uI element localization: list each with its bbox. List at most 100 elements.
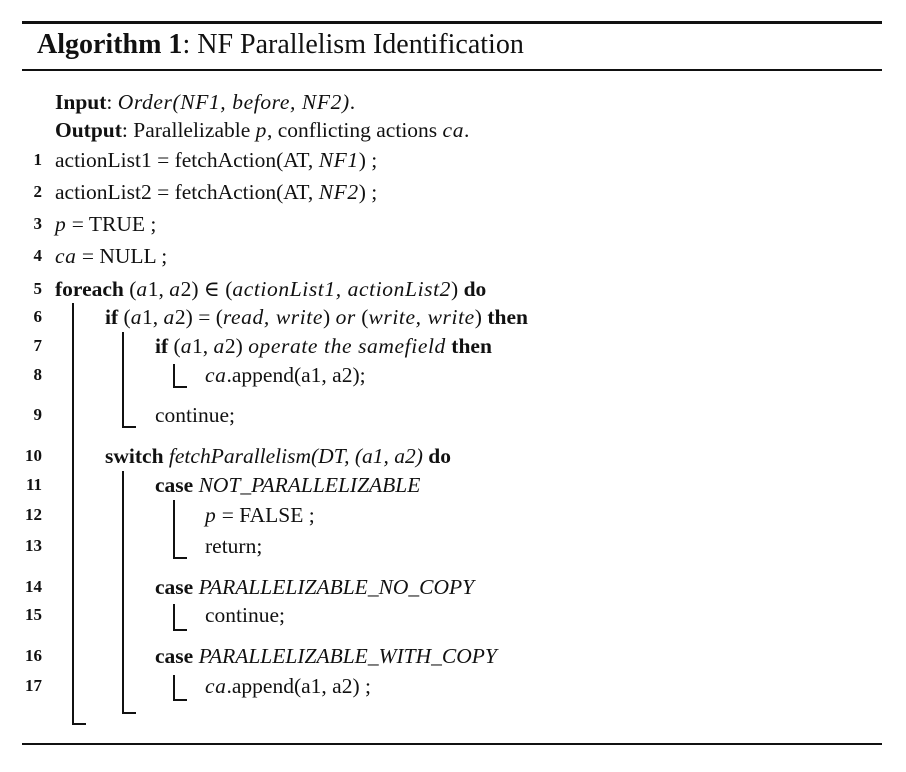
keyword-case: case bbox=[155, 473, 194, 497]
case3-block-bar bbox=[173, 675, 175, 701]
case1-block-end bbox=[173, 557, 187, 559]
line-italic: fetchParallelism(DT, (a1, a2) bbox=[168, 444, 423, 468]
line-text: actionList2 = fetchAction(AT, bbox=[55, 180, 319, 204]
keyword-case: case bbox=[155, 644, 194, 668]
input-separator: : bbox=[106, 90, 118, 114]
line-number: 4 bbox=[33, 246, 43, 265]
keyword-if: if bbox=[155, 334, 169, 358]
line-math: p bbox=[55, 212, 67, 236]
case1-block-bar bbox=[173, 500, 175, 559]
output-text-b: , conflicting actions bbox=[267, 118, 443, 142]
caption-separator: : bbox=[182, 29, 191, 60]
output-text-c: . bbox=[464, 118, 470, 142]
keyword-then: then bbox=[487, 305, 528, 329]
line-number: 16 bbox=[25, 646, 42, 665]
case3-block-end bbox=[173, 699, 187, 701]
foreach-block-bar bbox=[72, 303, 74, 725]
line-text: ( bbox=[168, 334, 181, 358]
line-text: ) bbox=[323, 305, 336, 329]
line-number: 9 bbox=[33, 405, 43, 424]
line-text-post: .append(a1, a2); bbox=[226, 363, 366, 387]
foreach-block-end bbox=[72, 723, 86, 725]
line-math: actionList1, actionList2 bbox=[232, 277, 452, 301]
if-outer-block-end bbox=[122, 426, 136, 428]
top-rule bbox=[22, 21, 882, 24]
line-number: 8 bbox=[33, 365, 43, 384]
keyword-do: do bbox=[463, 277, 487, 301]
algorithm-caption: Algorithm 1: NF Parallelism Identificati… bbox=[37, 27, 524, 63]
line-math: p bbox=[205, 503, 217, 527]
output-p: p bbox=[255, 118, 267, 142]
line-math: write, write bbox=[368, 305, 475, 329]
input-expression: Order(NF1, before, NF2) bbox=[117, 90, 350, 114]
line-math: a bbox=[136, 277, 148, 301]
line-text: actionList1 = fetchAction(AT, bbox=[55, 148, 319, 172]
input-keyword: Input bbox=[55, 90, 107, 114]
line-number: 15 bbox=[25, 605, 42, 624]
caption-rule bbox=[22, 69, 882, 71]
line-text-post: = TRUE ; bbox=[66, 212, 157, 236]
line-text-post: .append(a1, a2) ; bbox=[226, 674, 371, 698]
line-number: 1 bbox=[33, 150, 43, 169]
line-italic: PARALLELIZABLE_WITH_COPY bbox=[198, 644, 497, 668]
line-math: NF2 bbox=[318, 180, 359, 204]
line-math: read, write bbox=[222, 305, 324, 329]
line-number: 10 bbox=[25, 446, 42, 465]
line-number: 17 bbox=[25, 676, 42, 695]
line-text-post: = NULL ; bbox=[76, 244, 168, 268]
line-text: ) bbox=[451, 277, 464, 301]
case2-block-bar bbox=[173, 604, 175, 631]
line-number: 13 bbox=[25, 536, 42, 555]
output-text-a: : Parallelizable bbox=[121, 118, 256, 142]
line-text: 1, bbox=[147, 277, 170, 301]
line-number: 12 bbox=[25, 505, 42, 524]
line-text: continue; bbox=[155, 403, 236, 427]
if-inner-block-end bbox=[173, 386, 187, 388]
line-italic: PARALLELIZABLE_NO_COPY bbox=[198, 575, 475, 599]
line-math: a bbox=[163, 305, 175, 329]
line-number: 7 bbox=[33, 336, 43, 355]
algorithm-title: NF Parallelism Identification bbox=[197, 29, 524, 60]
case2-block-end bbox=[173, 629, 187, 631]
line-text: 2) = ( bbox=[174, 305, 223, 329]
line-math: a bbox=[213, 334, 225, 358]
keyword-switch: switch bbox=[105, 444, 164, 468]
keyword-if: if bbox=[105, 305, 119, 329]
line-text: ( bbox=[355, 305, 369, 329]
if-outer-block-bar bbox=[122, 332, 124, 428]
line-math: ca bbox=[205, 363, 227, 387]
keyword-then: then bbox=[451, 334, 492, 358]
line-math: ca bbox=[205, 674, 227, 698]
line-text: 2) bbox=[224, 334, 249, 358]
input-period: . bbox=[349, 90, 356, 114]
line-text-post: ) ; bbox=[358, 180, 378, 204]
bottom-rule bbox=[22, 743, 882, 745]
if-inner-block-bar bbox=[173, 364, 175, 388]
line-text: ( bbox=[123, 277, 137, 301]
keyword-do: do bbox=[428, 444, 451, 468]
output-ca: ca bbox=[442, 118, 465, 142]
keyword-foreach: foreach bbox=[55, 277, 124, 301]
line-math: ca bbox=[55, 244, 77, 268]
line-text: ) bbox=[474, 305, 488, 329]
line-text-post: ) ; bbox=[358, 148, 378, 172]
line-number: 3 bbox=[33, 214, 43, 233]
keyword-case: case bbox=[155, 575, 194, 599]
output-keyword: Output bbox=[55, 118, 122, 142]
line-text: 1, bbox=[192, 334, 214, 358]
line-number: 2 bbox=[33, 182, 43, 201]
switch-block-end bbox=[122, 712, 136, 714]
line-math: a bbox=[169, 277, 181, 301]
line-text: return; bbox=[205, 534, 263, 558]
line-number: 11 bbox=[25, 475, 42, 494]
line-text-post: = FALSE ; bbox=[216, 503, 315, 527]
line-number: 6 bbox=[33, 307, 43, 326]
line-text: 2) ∈ ( bbox=[180, 277, 233, 301]
line-math: a bbox=[130, 305, 143, 329]
switch-block-bar bbox=[122, 471, 124, 714]
line-number: 5 bbox=[33, 279, 43, 298]
line-text: continue; bbox=[205, 603, 286, 627]
line-number: 14 bbox=[25, 577, 42, 596]
line-math: operate the samefield bbox=[248, 334, 446, 358]
line-text: 1, bbox=[142, 305, 164, 329]
